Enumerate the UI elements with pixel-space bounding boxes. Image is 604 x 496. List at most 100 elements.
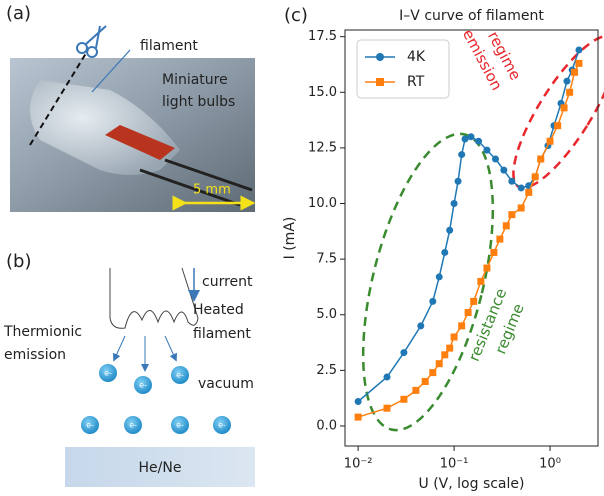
emission-arrow — [165, 336, 175, 358]
marker — [547, 138, 554, 145]
current-label: current — [202, 274, 253, 290]
x-axis-label: U (V, log scale) — [419, 476, 525, 492]
marker — [417, 322, 424, 329]
electron-label: e- — [104, 369, 112, 378]
marker — [462, 136, 469, 143]
scissors-icon — [77, 26, 106, 57]
electron-label: e- — [139, 381, 147, 390]
chart: I–V curve of filament U (V, log scale) I (… — [282, 8, 604, 492]
filament-drawing — [110, 268, 198, 328]
marker — [483, 147, 490, 154]
y-tick-label: 5.0 — [316, 307, 337, 322]
series-line — [358, 63, 579, 417]
marker — [518, 204, 525, 211]
marker — [575, 47, 582, 54]
marker — [465, 309, 472, 316]
marker — [458, 322, 465, 329]
marker — [490, 249, 497, 256]
panel-label: (b) — [6, 251, 31, 272]
marker — [451, 200, 458, 207]
marker — [554, 122, 561, 129]
marker — [470, 298, 477, 305]
marker — [561, 104, 568, 111]
legend-box — [357, 40, 449, 98]
marker — [441, 351, 448, 358]
y-axis-label: I (mA) — [282, 217, 298, 260]
marker — [492, 156, 499, 163]
vacuum-label: vacuum — [198, 376, 254, 392]
marker — [508, 211, 515, 218]
legend-marker — [376, 53, 384, 61]
resistance-region — [338, 121, 518, 443]
filament-label: filament — [140, 38, 198, 54]
marker — [400, 396, 407, 403]
y-tick-label: 17.5 — [308, 29, 337, 44]
marker — [429, 369, 436, 376]
y-tick-label: 7.5 — [316, 252, 337, 267]
x-tick-label: 10⁻¹ — [440, 457, 469, 472]
marker — [400, 349, 407, 356]
y-tick-label: 10.0 — [308, 196, 337, 211]
marker — [575, 60, 582, 67]
marker — [458, 151, 465, 158]
y-tick-label: 15.0 — [308, 85, 337, 100]
thermionic-label: Thermionic — [3, 324, 82, 340]
x-tick-label: 10⁰ — [539, 457, 561, 472]
thermionic-label: emission — [4, 347, 66, 363]
electron-label: e- — [86, 421, 94, 430]
marker — [503, 222, 510, 229]
electron-label: e- — [176, 371, 184, 380]
marker — [467, 133, 474, 140]
marker — [384, 405, 391, 412]
heated-label: Heated — [193, 302, 244, 318]
marker — [441, 249, 448, 256]
marker — [455, 178, 462, 185]
legend-label: RT — [407, 74, 425, 90]
chart-title: I–V curve of filament — [399, 8, 544, 24]
marker — [525, 189, 532, 196]
marker — [518, 184, 525, 191]
panel-label: (c) — [284, 5, 308, 26]
marker — [532, 173, 539, 180]
marker — [475, 138, 482, 145]
x-tick-label: 10⁻² — [344, 457, 373, 472]
bulbs-label: light bulbs — [162, 94, 235, 110]
heated-label: filament — [193, 326, 251, 342]
electron-label: e- — [176, 421, 184, 430]
marker — [355, 398, 362, 405]
panel-b: (b) current Heated filament Thermionic e… — [3, 251, 255, 487]
legend-label: 4K — [407, 49, 426, 65]
panel-a: (a) filament Miniature light bulbs 5 mm — [6, 3, 255, 212]
marker — [429, 298, 436, 305]
marker — [537, 156, 544, 163]
y-tick-label: 0.0 — [316, 418, 337, 433]
figure: (a) filament Miniature light bulbs 5 mm … — [0, 0, 604, 496]
legend-marker — [376, 78, 384, 86]
electron-label: e- — [129, 421, 137, 430]
y-tick-label: 12.5 — [308, 140, 337, 155]
marker — [436, 360, 443, 367]
marker — [422, 378, 429, 385]
marker — [500, 167, 507, 174]
gas-label: He/Ne — [139, 460, 182, 476]
marker — [446, 345, 453, 352]
marker — [446, 227, 453, 234]
marker — [566, 89, 573, 96]
y-tick-label: 2.5 — [316, 363, 337, 378]
marker — [451, 333, 458, 340]
bulbs-label: Miniature — [162, 72, 228, 88]
marker — [355, 414, 362, 421]
marker — [496, 236, 503, 243]
emission-arrow — [115, 336, 125, 358]
marker — [436, 273, 443, 280]
marker — [508, 178, 515, 185]
marker — [412, 387, 419, 394]
electron-label: e- — [218, 421, 226, 430]
marker — [477, 278, 484, 285]
marker — [483, 265, 490, 272]
panel-label: (a) — [6, 3, 31, 24]
marker — [384, 374, 391, 381]
marker — [563, 78, 570, 85]
scale-label: 5 mm — [193, 183, 231, 198]
marker — [571, 69, 578, 76]
